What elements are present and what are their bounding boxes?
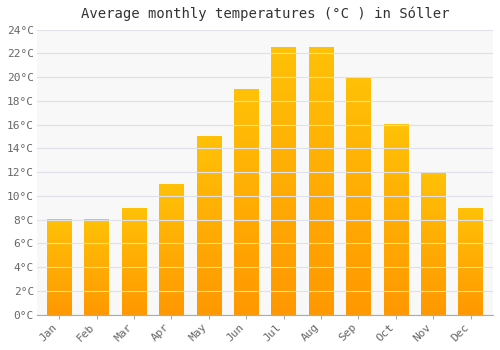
Title: Average monthly temperatures (°C ) in Sóller: Average monthly temperatures (°C ) in Só…: [80, 7, 449, 21]
